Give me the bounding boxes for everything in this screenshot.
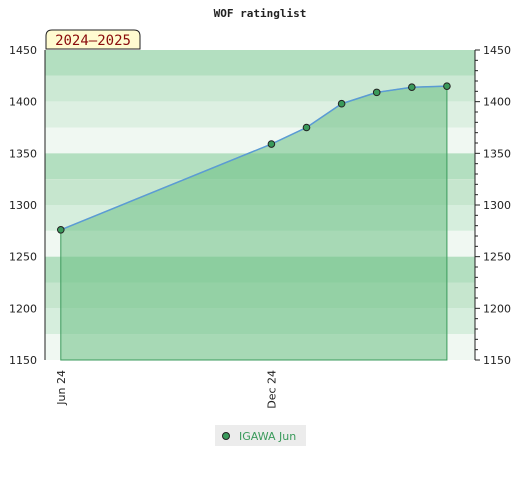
season-badge: 2024–2025 [45, 29, 141, 50]
x-tick-label: Jun 24 [55, 370, 68, 406]
y-axis-right: 1150 1200 1250 1300 1350 1400 1450 [475, 44, 511, 367]
season-label: 2024–2025 [55, 33, 131, 49]
y-tick-label: 1300 [9, 199, 37, 212]
y-tick-label: 1150 [483, 354, 511, 367]
data-point [372, 88, 381, 97]
legend[interactable]: IGAWA Jun [215, 425, 306, 446]
data-point [267, 140, 276, 148]
legend-entry-label: IGAWA Jun [239, 430, 296, 443]
legend-marker [222, 432, 230, 440]
legend-box [215, 425, 306, 446]
data-point [337, 99, 346, 108]
chart-title: WOF ratinglist [214, 7, 307, 20]
y-tick-label: 1250 [9, 251, 37, 264]
season-badge-box [45, 29, 141, 50]
x-tick-label: Dec 24 [265, 370, 278, 409]
y-tick-label: 1300 [483, 199, 511, 212]
data-points [56, 82, 451, 234]
y-tick-label: 1450 [483, 44, 511, 57]
y-tick-label: 1200 [9, 302, 37, 315]
y-tick-label: 1250 [483, 251, 511, 264]
data-point [408, 83, 416, 91]
y-tick-label: 1350 [483, 147, 511, 160]
y-tick-label: 1350 [9, 147, 37, 160]
y-tick-label: 1200 [483, 302, 511, 315]
y-tick-label: 1400 [483, 96, 511, 109]
data-point [302, 123, 311, 132]
y-axis-left: 1150 1200 1250 1300 1350 1400 1450 [9, 44, 37, 367]
y-tick-label: 1400 [9, 96, 37, 109]
background-band [45, 50, 475, 76]
x-axis: Jun 24 Dec 24 [55, 370, 279, 409]
data-point [443, 82, 451, 90]
y-tick-label: 1150 [9, 354, 37, 367]
y-tick-label: 1450 [9, 44, 37, 57]
data-point [56, 226, 65, 234]
